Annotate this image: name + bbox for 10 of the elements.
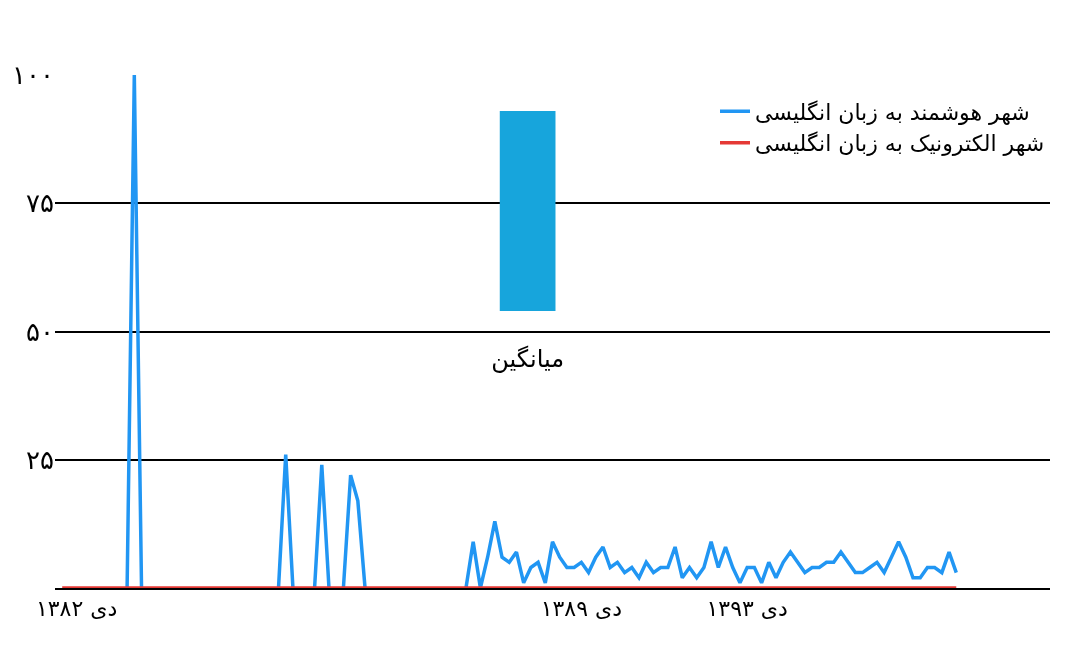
x-tick-label: دی ۱۳۹۳ — [706, 596, 788, 622]
legend-label: شهر الکترونیک به زبان انگلیسی — [755, 131, 1045, 157]
x-tick-label: میانگین — [491, 344, 565, 373]
y-tick-label: ۷۵ — [26, 188, 54, 219]
x-tick-label: دی ۱۳۸۹ — [540, 596, 622, 622]
y-tick-label: ۱۰۰ — [12, 60, 54, 91]
legend-label: شهر هوشمند به زبان انگلیسی — [755, 99, 1030, 125]
x-tick-label: دی ۱۳۸۲ — [35, 596, 118, 622]
y-tick-label: ۲۵ — [26, 444, 54, 475]
y-tick-label: ۵۰ — [26, 316, 54, 347]
